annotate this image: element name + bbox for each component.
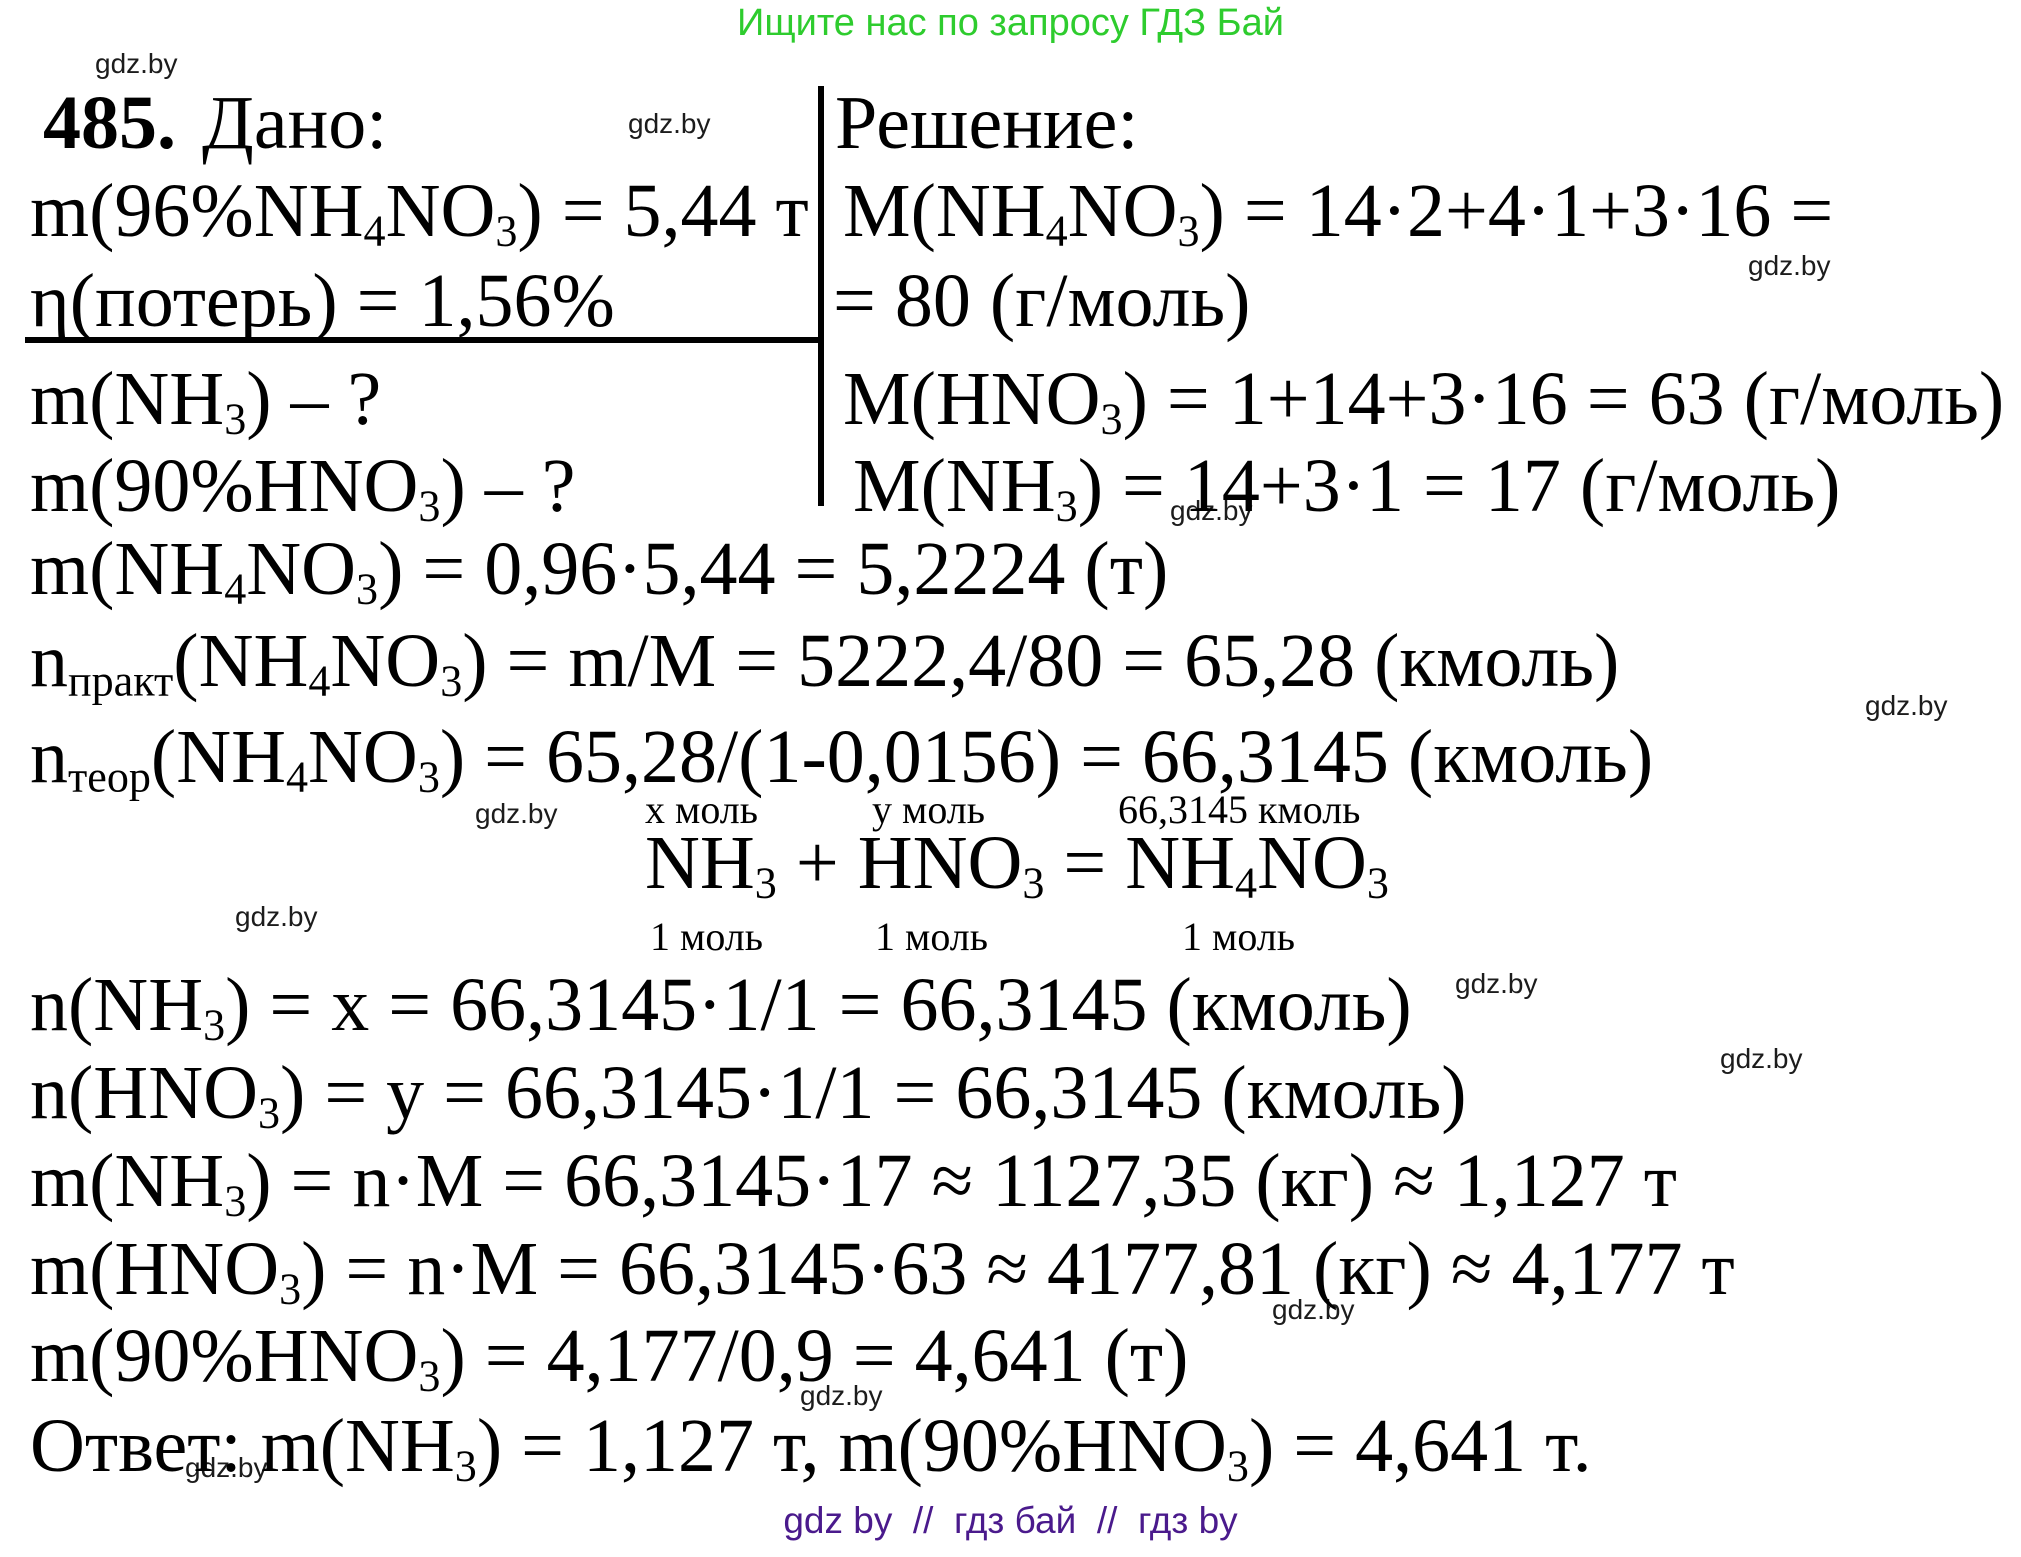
footer-links: gdz by // гдз бай // гдз by bbox=[783, 1500, 1238, 1541]
step-line-8: m(90%HNO3) = 4,177/0,9 = 4,641 (т) bbox=[30, 1314, 1189, 1401]
solution-label: Решение: bbox=[835, 81, 1139, 165]
equation-label-below-2: 1 моль bbox=[875, 914, 988, 959]
molar-mass-line-2: = 80 (г/моль) bbox=[833, 259, 1251, 343]
watermark-gdzby: gdz.by bbox=[185, 1452, 268, 1483]
watermark-gdzby: gdz.by bbox=[1170, 495, 1253, 526]
molar-mass-line-3: M(HNO3) = 1+14+3·16 = 63 (г/моль) bbox=[843, 357, 2005, 444]
step-line-1: m(NH4NO3) = 0,96·5,44 = 5,2224 (т) bbox=[30, 527, 1169, 614]
step-line-5: n(HNO3) = y = 66,3145·1/1 = 66,3145 (кмо… bbox=[30, 1051, 1467, 1138]
equation-label-above-2: у моль bbox=[872, 787, 985, 832]
watermark-gdzby: gdz.by bbox=[1720, 1043, 1803, 1074]
given-label: Дано: bbox=[202, 81, 388, 165]
watermark-gdzby: gdz.by bbox=[1455, 968, 1538, 999]
equation-label-below-3: 1 моль bbox=[1182, 914, 1295, 959]
equation-label-above-1: х моль bbox=[645, 787, 758, 832]
step-line-6: m(NH3) = n·M = 66,3145·17 ≈ 1127,35 (кг)… bbox=[30, 1139, 1678, 1226]
watermark-gdzby: gdz.by bbox=[475, 798, 558, 829]
step-line-3: nтеор(NH4NO3) = 65,28/(1-0,0156) = 66,31… bbox=[30, 715, 1654, 802]
watermark-gdzby: gdz.by bbox=[1865, 690, 1948, 721]
watermark-gdzby: gdz.by bbox=[1748, 250, 1831, 281]
equation-label-below-1: 1 моль bbox=[650, 914, 763, 959]
column-divider bbox=[818, 86, 824, 506]
find-line-2: m(90%HNO3) – ? bbox=[30, 444, 576, 531]
equation-label-above-3: 66,3145 кмоль bbox=[1118, 787, 1361, 832]
watermark-gdzby: gdz.by bbox=[235, 901, 318, 932]
watermark-gdzby: gdz.by bbox=[628, 108, 711, 139]
molar-mass-line-4: M(NH3) = 14+3·1 = 17 (г/моль) bbox=[853, 444, 1841, 531]
watermark-gdzby: gdz.by bbox=[800, 1380, 883, 1411]
step-line-2: nпракт(NH4NO3) = m/M = 5222,4/80 = 65,28… bbox=[30, 619, 1620, 706]
given-separator-line bbox=[25, 337, 821, 343]
problem-heading: 485. Дано: bbox=[43, 82, 387, 164]
given-line-2: η(потерь) = 1,56% bbox=[30, 259, 615, 343]
answer-line: Ответ: m(NH3) = 1,127 т, m(90%HNO3) = 4,… bbox=[30, 1404, 1592, 1491]
promo-banner: Ищите нас по запросу ГДЗ Бай bbox=[737, 2, 1284, 44]
find-line-1: m(NH3) – ? bbox=[30, 357, 382, 444]
problem-number: 485. bbox=[43, 81, 176, 165]
watermark-gdzby: gdz.by bbox=[1272, 1294, 1355, 1325]
watermark-gdzby: gdz.by bbox=[95, 48, 178, 79]
step-line-7: m(HNO3) = n·M = 66,3145·63 ≈ 4177,81 (кг… bbox=[30, 1227, 1735, 1314]
step-line-4: n(NH3) = x = 66,3145·1/1 = 66,3145 (кмол… bbox=[30, 963, 1412, 1050]
molar-mass-line-1: M(NH4NO3) = 14·2+4·1+3·16 = bbox=[843, 169, 1834, 256]
equation-formula: NH3 + HNO3 = NH4NO3 bbox=[645, 821, 1389, 908]
given-line-1: m(96%NH4NO3) = 5,44 т bbox=[30, 169, 809, 256]
